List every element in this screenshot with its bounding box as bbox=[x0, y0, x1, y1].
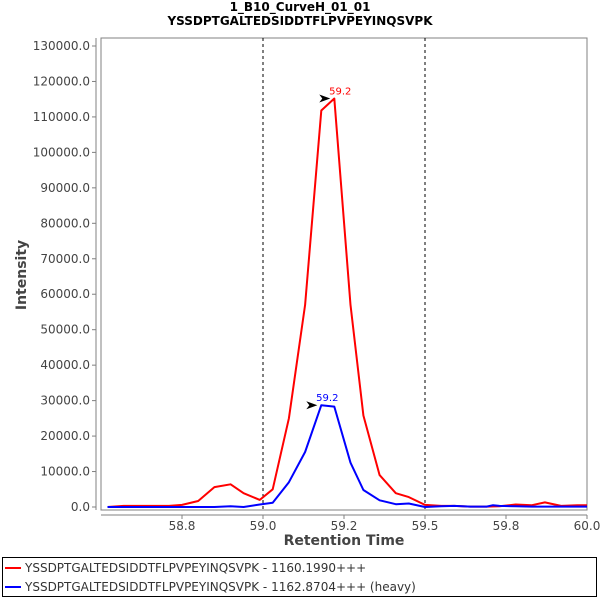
plot-frame bbox=[100, 37, 588, 511]
x-tick-label: 60.0 bbox=[574, 519, 600, 533]
y-tick-label: 20000.0 bbox=[40, 429, 90, 443]
peak-label: 59.2 bbox=[329, 86, 351, 97]
y-axis-title: Intensity bbox=[14, 240, 30, 310]
x-tick-label: 59.0 bbox=[250, 519, 277, 533]
y-tick-label: 70000.0 bbox=[40, 252, 90, 266]
y-tick-label: 130000.0 bbox=[33, 39, 90, 53]
peak-arrow-icon bbox=[306, 401, 318, 410]
chart-title: 1_B10_CurveH_01_01 bbox=[229, 0, 371, 14]
x-tick-label: 58.8 bbox=[169, 519, 196, 533]
y-tick-label: 0.0 bbox=[71, 500, 90, 514]
y-tick-label: 40000.0 bbox=[40, 358, 90, 372]
series-line-1 bbox=[107, 404, 587, 508]
legend-swatch bbox=[5, 586, 21, 588]
y-tick-label: 50000.0 bbox=[40, 323, 90, 337]
x-axis-title: Retention Time bbox=[284, 533, 405, 549]
chart-subtitle: YSSDPTGALTEDSIDDTFLPVPEYINQSVPK bbox=[167, 14, 433, 28]
y-tick-label: 80000.0 bbox=[40, 216, 90, 230]
x-tick-label: 59.5 bbox=[412, 519, 439, 533]
series-line-0 bbox=[107, 97, 587, 508]
legend-swatch bbox=[5, 567, 21, 569]
y-tick-label: 120000.0 bbox=[33, 74, 90, 88]
y-tick-label: 60000.0 bbox=[40, 287, 90, 301]
peak-label: 59.2 bbox=[316, 393, 338, 404]
peak-arrow-icon bbox=[319, 94, 331, 103]
legend-label: YSSDPTGALTEDSIDDTFLPVPEYINQSVPK - 1162.8… bbox=[25, 580, 416, 594]
x-tick-label: 59.2 bbox=[331, 519, 358, 533]
y-tick-label: 90000.0 bbox=[40, 181, 90, 195]
legend: YSSDPTGALTEDSIDDTFLPVPEYINQSVPK - 1160.1… bbox=[2, 557, 597, 597]
legend-item-heavy: YSSDPTGALTEDSIDDTFLPVPEYINQSVPK - 1162.8… bbox=[5, 578, 416, 596]
plot-area: 0.0 10000.0 20000.0 30000.0 40000.0 50000.0 60… bbox=[14, 37, 600, 549]
legend-label: YSSDPTGALTEDSIDDTFLPVPEYINQSVPK - 1160.1… bbox=[25, 561, 367, 575]
legend-item-light: YSSDPTGALTEDSIDDTFLPVPEYINQSVPK - 1160.1… bbox=[5, 559, 366, 577]
y-tick-label: 110000.0 bbox=[33, 110, 90, 124]
y-tick-label: 100000.0 bbox=[33, 145, 90, 159]
y-tick-label: 30000.0 bbox=[40, 394, 90, 408]
x-tick-label: 59.8 bbox=[493, 519, 520, 533]
y-tick-label: 10000.0 bbox=[40, 465, 90, 479]
